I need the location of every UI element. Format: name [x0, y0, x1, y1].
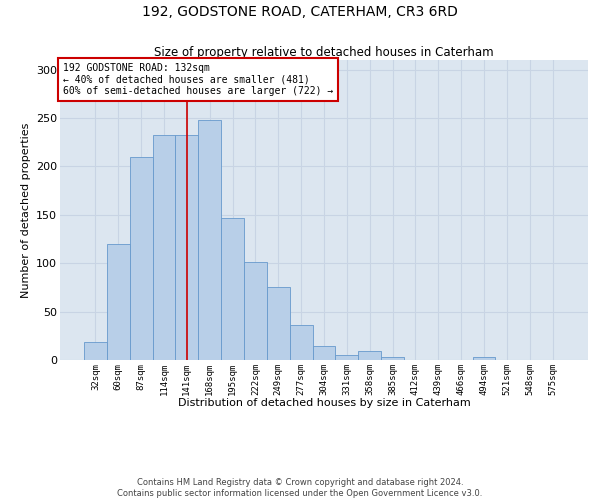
- Bar: [290, 325, 313, 360]
- Bar: [107, 244, 130, 360]
- Bar: [221, 218, 244, 360]
- Title: Size of property relative to detached houses in Caterham: Size of property relative to detached ho…: [154, 46, 494, 59]
- Bar: [313, 346, 335, 360]
- Bar: [130, 157, 152, 360]
- Text: 192, GODSTONE ROAD, CATERHAM, CR3 6RD: 192, GODSTONE ROAD, CATERHAM, CR3 6RD: [142, 5, 458, 19]
- Text: 192 GODSTONE ROAD: 132sqm
← 40% of detached houses are smaller (481)
60% of semi: 192 GODSTONE ROAD: 132sqm ← 40% of detac…: [62, 63, 333, 96]
- Bar: [358, 352, 381, 360]
- Bar: [381, 357, 404, 360]
- Bar: [198, 120, 221, 360]
- Text: Contains HM Land Registry data © Crown copyright and database right 2024.
Contai: Contains HM Land Registry data © Crown c…: [118, 478, 482, 498]
- Bar: [335, 355, 358, 360]
- Bar: [152, 136, 175, 360]
- Bar: [84, 342, 107, 360]
- X-axis label: Distribution of detached houses by size in Caterham: Distribution of detached houses by size …: [178, 398, 470, 408]
- Bar: [473, 357, 496, 360]
- Bar: [175, 136, 198, 360]
- Bar: [244, 262, 267, 360]
- Bar: [267, 288, 290, 360]
- Y-axis label: Number of detached properties: Number of detached properties: [20, 122, 31, 298]
